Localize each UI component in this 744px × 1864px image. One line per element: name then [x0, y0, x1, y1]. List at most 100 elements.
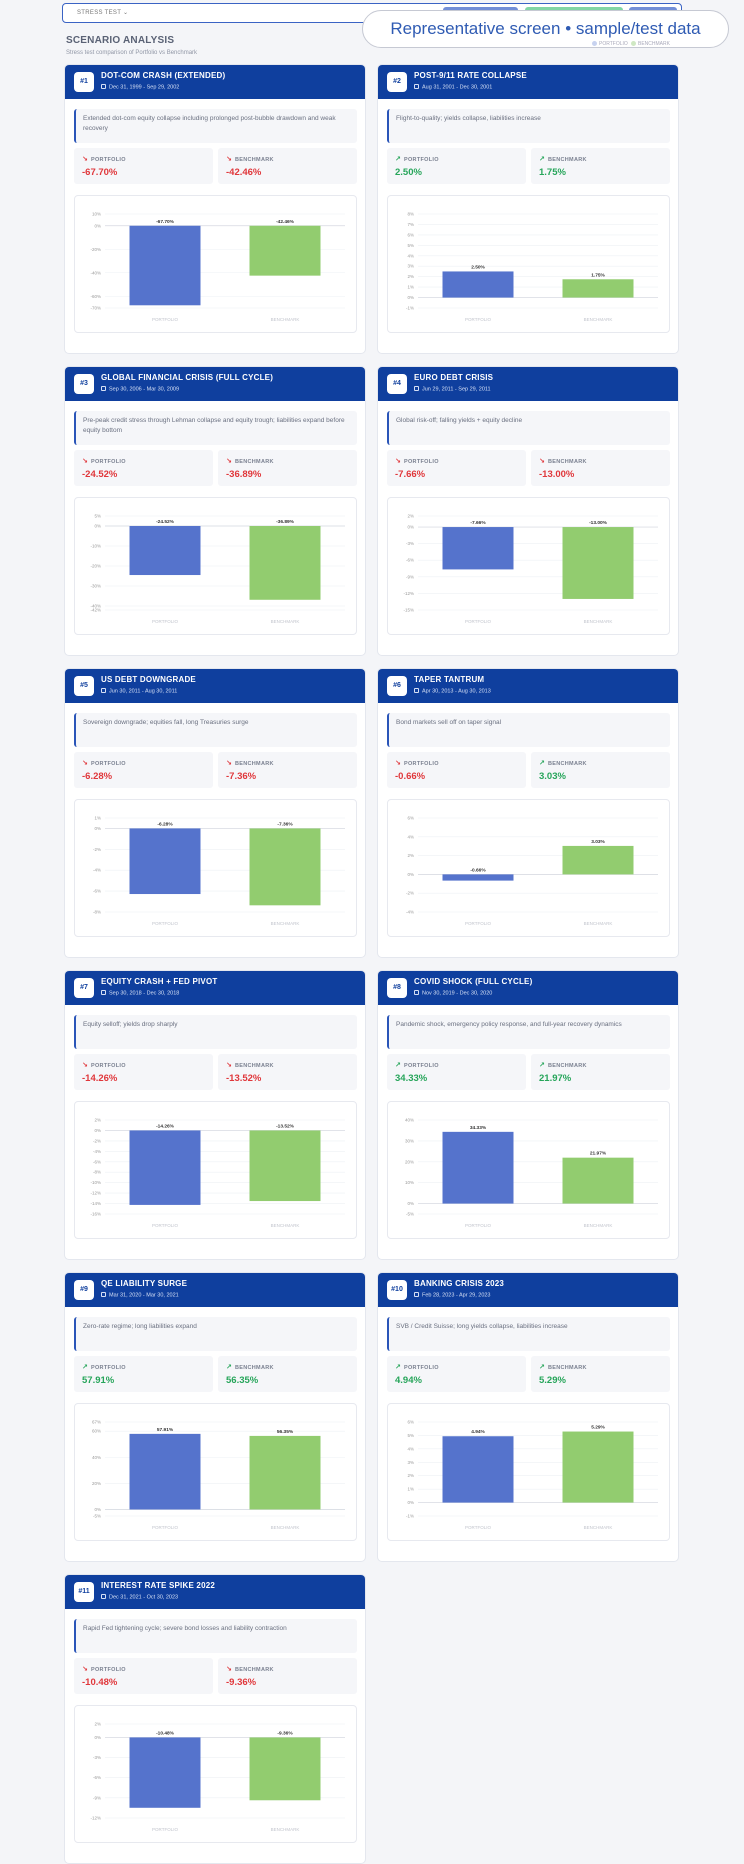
y-tick-label: 40% — [405, 1118, 414, 1123]
scenario-date: Dec 31, 1999 - Sep 29, 2002 — [101, 84, 179, 91]
benchmark-bar[interactable] — [562, 845, 634, 875]
trend-up-icon: ↗ — [539, 1364, 546, 1371]
scenario-description: Pandemic shock, emergency policy respons… — [387, 1015, 670, 1049]
benchmark-bar[interactable] — [249, 1737, 321, 1801]
x-category-label: PORTFOLIO — [465, 1223, 491, 1228]
benchmark-bar[interactable] — [562, 527, 634, 599]
scenario-card: #6 TAPER TANTRUM Apr 30, 2013 - Aug 30, … — [377, 668, 679, 958]
calendar-icon — [101, 1292, 106, 1297]
benchmark-value: -9.36% — [226, 1677, 257, 1688]
benchmark-bar[interactable] — [562, 1157, 634, 1204]
portfolio-label-text: PORTFOLIO — [91, 1667, 126, 1673]
portfolio-bar[interactable] — [129, 828, 201, 895]
portfolio-metric-label: ↗ PORTFOLIO — [82, 1363, 126, 1371]
y-tick-label: 0% — [94, 223, 101, 228]
scenario-description: Flight-to-quality; yields collapse, liab… — [387, 109, 670, 143]
benchmark-value: -36.89% — [226, 469, 262, 480]
scenario-number: #1 — [74, 72, 94, 92]
x-category-label: BENCHMARK — [271, 1223, 300, 1228]
legend-benchmark-dot — [631, 41, 636, 46]
y-tick-label: 2% — [407, 514, 414, 519]
portfolio-label-text: PORTFOLIO — [404, 157, 439, 163]
portfolio-value: -24.52% — [82, 469, 118, 480]
portfolio-value: -14.26% — [82, 1073, 118, 1084]
section-title: SCENARIO ANALYSIS — [66, 35, 175, 46]
y-tick-label: -8% — [93, 1170, 101, 1175]
benchmark-label-text: BENCHMARK — [235, 1063, 274, 1069]
y-tick-label: 2% — [94, 1722, 101, 1727]
benchmark-metric-label: ↗ BENCHMARK — [539, 1061, 587, 1069]
legend-portfolio-dot — [592, 41, 597, 46]
trend-up-icon: ↗ — [395, 156, 402, 163]
scenario-number: #9 — [74, 1280, 94, 1300]
benchmark-bar[interactable] — [249, 1130, 321, 1202]
portfolio-bar[interactable] — [442, 1131, 514, 1204]
trend-up-icon: ↗ — [226, 1364, 233, 1371]
benchmark-value: -7.36% — [226, 771, 257, 782]
trend-up-icon: ↗ — [539, 1062, 546, 1069]
trend-up-icon: ↗ — [82, 1364, 89, 1371]
scenario-chart: 67% 60% 40% 20% 0% -5% 57.91% PORTFOLIO 56.35% BE… — [74, 1403, 357, 1541]
benchmark-bar[interactable] — [249, 526, 321, 600]
scenario-description: Equity selloff; yields drop sharply — [74, 1015, 357, 1049]
x-category-label: BENCHMARK — [271, 1525, 300, 1530]
scenario-card: #9 QE LIABILITY SURGE Mar 31, 2020 - Mar… — [64, 1272, 366, 1562]
x-category-label: BENCHMARK — [271, 317, 300, 322]
portfolio-bar[interactable] — [442, 271, 514, 298]
scenario-date-text: Sep 30, 2006 - Mar 30, 2009 — [109, 386, 180, 393]
benchmark-label-text: BENCHMARK — [548, 157, 587, 163]
scenario-title: EURO DEBT CRISIS — [414, 373, 494, 382]
section-subtitle: Stress test comparison of Portfolio vs B… — [66, 50, 198, 56]
portfolio-value: 2.50% — [395, 167, 422, 178]
calendar-icon — [414, 1292, 419, 1297]
benchmark-label-text: BENCHMARK — [235, 157, 274, 163]
scenario-date-text: Dec 31, 2021 - Oct 30, 2023 — [109, 1594, 179, 1601]
bar-data-label: 56.35% — [277, 1429, 294, 1435]
benchmark-metric-label: ↗ BENCHMARK — [539, 155, 587, 163]
y-tick-label: 2% — [407, 274, 414, 279]
portfolio-bar[interactable] — [442, 1436, 514, 1503]
y-tick-label: -8% — [93, 910, 101, 915]
y-tick-label: 8% — [407, 212, 414, 217]
portfolio-metric: ↘ PORTFOLIO -14.26% — [74, 1054, 213, 1090]
portfolio-bar[interactable] — [129, 225, 201, 306]
scenario-date-text: Sep 30, 2018 - Dec 30, 2018 — [109, 990, 180, 997]
bar-chart-svg: 40% 30% 20% 10% 0% -5% 34.33% PORTFOLIO 21.97% BE… — [405, 1118, 658, 1228]
portfolio-bar[interactable] — [442, 874, 514, 881]
benchmark-label-text: BENCHMARK — [235, 1667, 274, 1673]
y-tick-label: -42% — [90, 608, 101, 613]
benchmark-bar[interactable] — [562, 1431, 634, 1503]
portfolio-label-text: PORTFOLIO — [404, 459, 439, 465]
bar-data-label: 1.75% — [591, 272, 605, 278]
trend-down-icon: ↘ — [82, 1062, 89, 1069]
benchmark-bar[interactable] — [249, 225, 321, 276]
legend-portfolio-label: PORTFOLIO — [599, 41, 628, 47]
benchmark-label-text: BENCHMARK — [548, 1365, 587, 1371]
benchmark-bar[interactable] — [249, 828, 321, 906]
y-tick-label: -2% — [406, 891, 414, 896]
scenario-description: Bond markets sell off on taper signal — [387, 713, 670, 747]
benchmark-label-text: BENCHMARK — [235, 1365, 274, 1371]
stress-test-select[interactable]: STRESS TEST ⌄ — [77, 10, 129, 16]
portfolio-bar[interactable] — [129, 1737, 201, 1808]
portfolio-bar[interactable] — [442, 527, 514, 570]
scenario-card: #1 DOT-COM CRASH (EXTENDED) Dec 31, 1999… — [64, 64, 366, 354]
portfolio-bar[interactable] — [129, 526, 201, 576]
benchmark-bar[interactable] — [249, 1435, 321, 1510]
y-tick-label: -40% — [90, 604, 101, 609]
y-tick-label: 3% — [407, 1460, 414, 1465]
portfolio-bar[interactable] — [129, 1433, 201, 1510]
portfolio-metric: ↗ PORTFOLIO 2.50% — [387, 148, 526, 184]
y-tick-label: 5% — [407, 243, 414, 248]
trend-up-icon: ↗ — [395, 1364, 402, 1371]
scenario-card: #2 POST-9/11 RATE COLLAPSE Aug 31, 2001 … — [377, 64, 679, 354]
y-tick-label: 0% — [407, 295, 414, 300]
benchmark-metric-label: ↗ BENCHMARK — [539, 1363, 587, 1371]
portfolio-bar[interactable] — [129, 1130, 201, 1205]
y-tick-label: 7% — [407, 222, 414, 227]
benchmark-metric: ↗ BENCHMARK 21.97% — [531, 1054, 670, 1090]
benchmark-bar[interactable] — [562, 279, 634, 298]
bar-data-label: -13.52% — [276, 1123, 295, 1129]
y-tick-label: -12% — [90, 1191, 101, 1196]
scenario-description: Sovereign downgrade; equities fall, long… — [74, 713, 357, 747]
